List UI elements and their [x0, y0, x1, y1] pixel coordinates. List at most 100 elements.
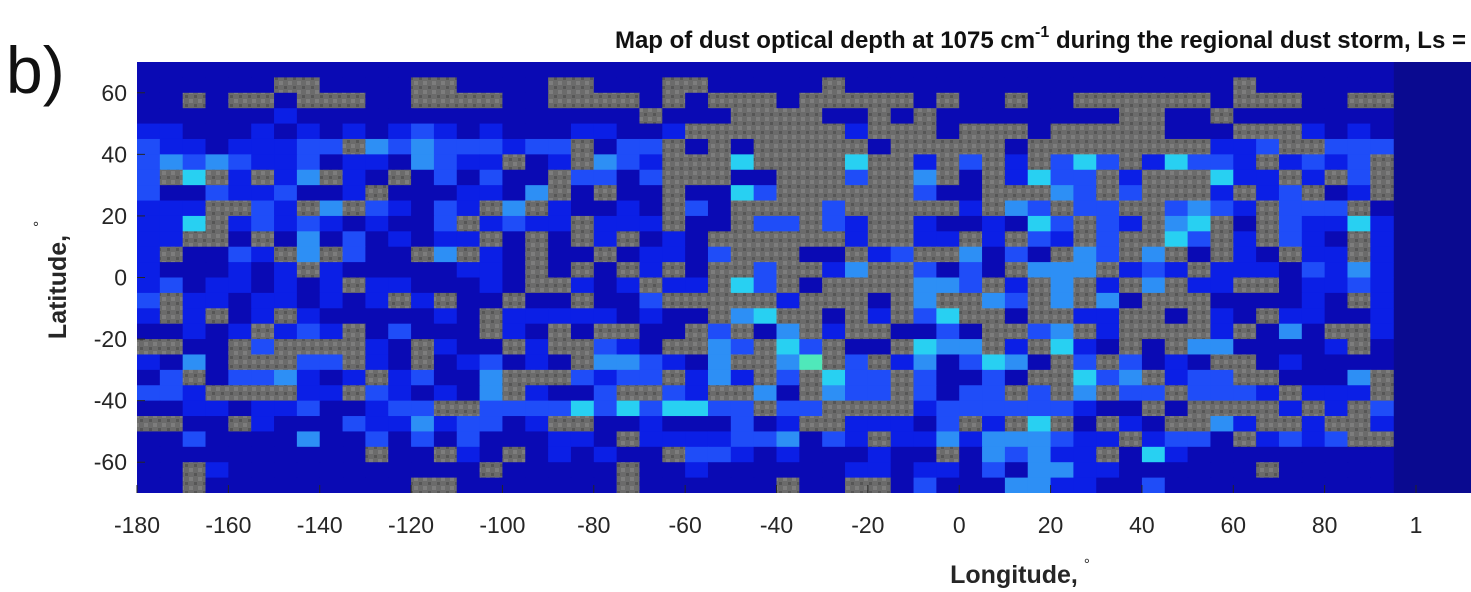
heatmap-cell: [1004, 185, 1029, 202]
heatmap-cell: [251, 77, 275, 94]
heatmap-cell: [1324, 462, 1349, 479]
heatmap-cell: [1027, 154, 1052, 171]
heatmap-cell: [342, 323, 366, 340]
heatmap-cell: [159, 92, 184, 109]
heatmap-cell: [1119, 416, 1143, 433]
heatmap-cell: [411, 416, 435, 433]
heatmap-cell: [1096, 138, 1120, 155]
heatmap-cell: [1164, 62, 1189, 78]
heatmap-cell: [479, 385, 504, 402]
heatmap-cell: [1073, 185, 1097, 202]
heatmap-cell: [959, 123, 983, 140]
heatmap-cell: [1233, 185, 1257, 202]
heatmap-cell: [548, 246, 572, 263]
heatmap-cell: [137, 400, 161, 417]
heatmap-cell: [1187, 462, 1212, 479]
heatmap-cell: [1119, 92, 1143, 109]
heatmap-cell: [388, 354, 412, 371]
heatmap-cell: [1233, 246, 1257, 263]
heatmap-cell: [982, 400, 1006, 417]
heatmap-cell: [1278, 416, 1303, 433]
heatmap-cell: [1301, 446, 1326, 463]
heatmap-cell: [593, 200, 618, 217]
heatmap-cell: [251, 231, 275, 248]
heatmap-cell: [936, 431, 960, 448]
heatmap-cell: [822, 446, 846, 463]
heatmap-cell: [456, 385, 481, 402]
heatmap-cell: [1187, 292, 1212, 309]
heatmap-cell: [1278, 431, 1303, 448]
heatmap-cell: [1141, 138, 1166, 155]
heatmap-cell: [1301, 400, 1326, 417]
heatmap-cell: [1096, 108, 1120, 125]
heatmap-cell: [1119, 262, 1143, 279]
heatmap-cell: [1073, 462, 1097, 479]
heatmap-cell: [1004, 400, 1029, 417]
heatmap-cell: [685, 477, 709, 493]
heatmap-cell: [182, 108, 207, 125]
heatmap-cell: [936, 77, 960, 94]
heatmap-cell: [525, 292, 549, 309]
heatmap-cell: [730, 200, 755, 217]
heatmap-cell: [205, 262, 229, 279]
heatmap-cell: [342, 416, 366, 433]
heatmap-cell: [685, 262, 709, 279]
heatmap-cell: [730, 277, 755, 294]
heatmap-cell: [685, 62, 709, 78]
heatmap-cell: [616, 431, 641, 448]
heatmap-cell: [411, 138, 435, 155]
heatmap-cell: [319, 92, 344, 109]
heatmap-cell: [753, 416, 778, 433]
heatmap-cell: [159, 138, 184, 155]
heatmap-cell: [1256, 62, 1280, 78]
heatmap-cell: [685, 400, 709, 417]
heatmap-cell: [525, 108, 549, 125]
heatmap-cell: [525, 431, 549, 448]
heatmap-cell: [296, 200, 321, 217]
heatmap-cell: [525, 477, 549, 493]
heatmap-cell: [1210, 416, 1234, 433]
heatmap-cell: [182, 246, 207, 263]
x-tick-label: -160: [205, 512, 251, 538]
heatmap-cell: [776, 385, 800, 402]
heatmap-cell: [182, 277, 207, 294]
heatmap-cell: [296, 92, 321, 109]
heatmap-cell: [753, 277, 778, 294]
heatmap-cell: [365, 308, 389, 325]
heatmap-cell: [753, 169, 778, 186]
heatmap-cell: [822, 123, 846, 140]
heatmap-cell: [319, 138, 344, 155]
heatmap-cell: [616, 462, 641, 479]
heatmap-cell: [1096, 416, 1120, 433]
heatmap-cell: [548, 262, 572, 279]
heatmap-cell: [1210, 92, 1234, 109]
heatmap-cell: [1004, 138, 1029, 155]
heatmap-cell: [707, 354, 732, 371]
heatmap-cell: [1256, 400, 1280, 417]
heatmap-cell: [342, 277, 366, 294]
heatmap-cell: [936, 231, 960, 248]
heatmap-cell: [730, 446, 755, 463]
heatmap-cell: [274, 385, 298, 402]
heatmap-cell: [1256, 277, 1280, 294]
heatmap-cell: [1347, 369, 1371, 386]
heatmap-cell: [159, 446, 184, 463]
heatmap-cell: [1347, 62, 1371, 78]
heatmap-cell: [1233, 446, 1257, 463]
heatmap-cell: [479, 169, 504, 186]
heatmap-cell: [593, 477, 618, 493]
heatmap-cell: [1370, 369, 1394, 386]
heatmap-cell: [319, 385, 344, 402]
heatmap-cell: [1141, 446, 1166, 463]
heatmap-cell: [845, 262, 869, 279]
heatmap-cell: [274, 400, 298, 417]
heatmap-cell: [662, 215, 686, 232]
heatmap-cell: [845, 138, 869, 155]
heatmap-cell: [685, 416, 709, 433]
heatmap-cell: [251, 369, 275, 386]
heatmap-cell: [1096, 185, 1120, 202]
heatmap-cell: [228, 446, 252, 463]
heatmap-cell: [707, 431, 732, 448]
heatmap-cell: [1073, 416, 1097, 433]
heatmap-cell: [1096, 446, 1120, 463]
